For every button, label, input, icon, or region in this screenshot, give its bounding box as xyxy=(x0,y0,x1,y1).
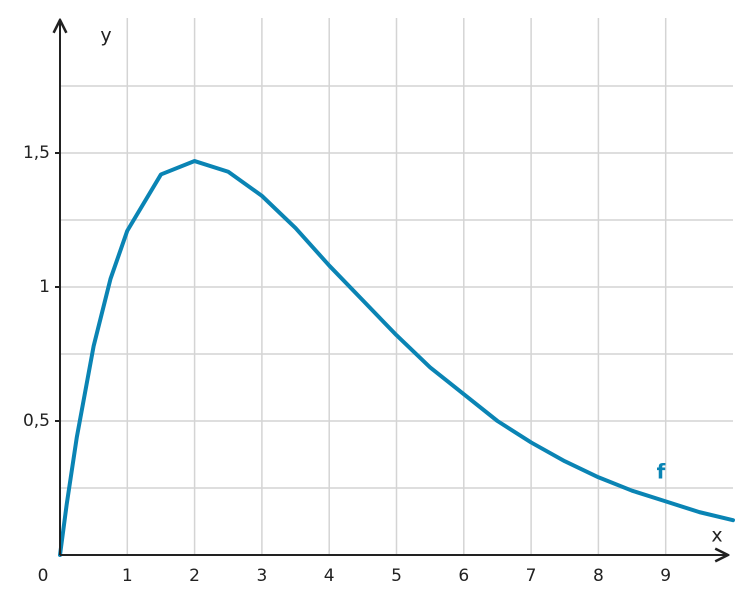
x-tick-label: 5 xyxy=(391,566,402,586)
x-tick-label: 4 xyxy=(324,566,335,586)
x-tick-label: 3 xyxy=(256,566,267,586)
x-tick-label: 9 xyxy=(660,566,671,586)
x-tick-label: 0 xyxy=(38,566,49,586)
x-tick-label: 1 xyxy=(122,566,133,586)
y-axis-label: y xyxy=(100,25,111,47)
y-tick-label: 0,5 xyxy=(23,411,50,431)
x-tick-label: 6 xyxy=(458,566,469,586)
series-line xyxy=(58,159,735,557)
x-tick-label: 8 xyxy=(593,566,604,586)
y-tick-label: 1,5 xyxy=(23,143,50,163)
y-tick-label: 1 xyxy=(39,277,50,297)
x-tick-label: 2 xyxy=(189,566,200,586)
x-axis-label: x xyxy=(711,525,722,547)
x-tick-label: 7 xyxy=(526,566,537,586)
plot-area xyxy=(58,159,735,557)
series-label: f xyxy=(657,460,666,484)
grid xyxy=(60,18,733,555)
